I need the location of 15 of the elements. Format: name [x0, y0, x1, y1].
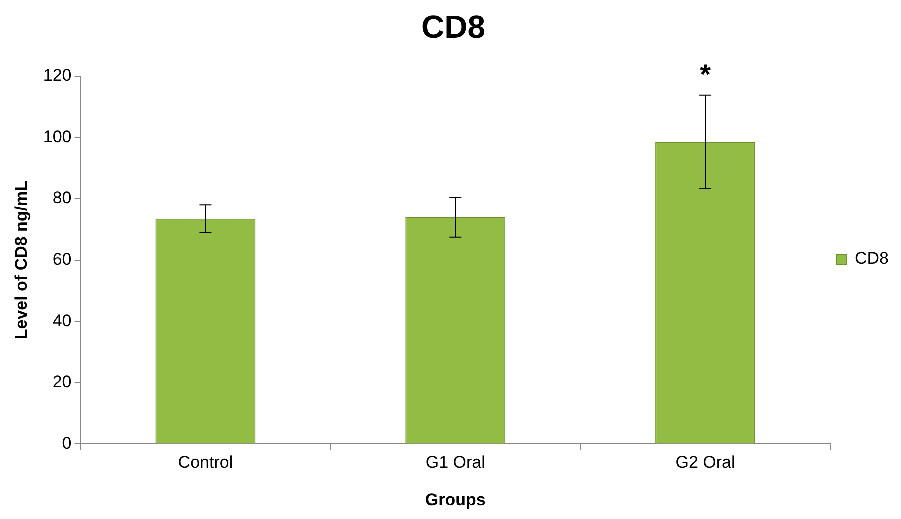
- x-tick-label: Control: [178, 453, 234, 472]
- legend-label: CD8: [854, 249, 890, 268]
- y-tick-label: 60: [52, 250, 72, 269]
- chart-title: CD8: [421, 9, 486, 46]
- y-axis-title: Level of CD8 ng/mL: [12, 180, 31, 340]
- x-tick-label: G1 Oral: [426, 453, 486, 472]
- y-tick-label: 20: [52, 372, 72, 392]
- y-tick-label: 80: [52, 188, 72, 208]
- y-tick-label: 0: [62, 434, 72, 453]
- y-tick-label: 100: [43, 127, 72, 146]
- x-axis-title: Groups: [425, 490, 486, 510]
- x-tick-label: G2 Oral: [676, 453, 736, 472]
- annotation: *: [700, 59, 712, 90]
- y-tick-label: 40: [52, 311, 72, 330]
- y-tick-label: 120: [43, 66, 72, 86]
